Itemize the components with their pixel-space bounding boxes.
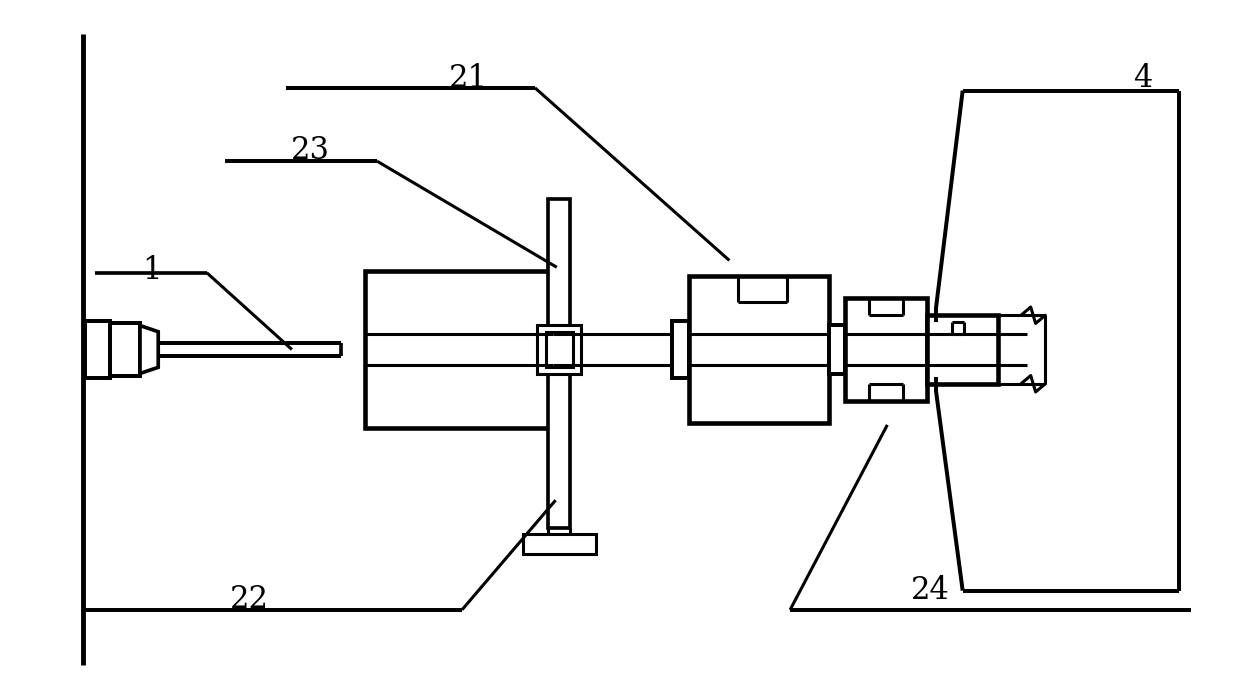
Bar [928,315,998,384]
Bar [546,332,573,367]
Bar [689,276,830,423]
Text: 21: 21 [449,64,487,94]
Text: 22: 22 [229,584,269,615]
Bar [830,325,844,374]
Text: 24: 24 [910,575,950,606]
Text: 4: 4 [1133,64,1152,94]
Bar [537,325,582,374]
Text: 1: 1 [143,255,162,286]
Polygon shape [140,326,159,373]
Bar [523,535,595,554]
Bar [109,324,140,375]
Bar [672,322,689,377]
Bar [548,199,570,528]
Bar [86,321,109,378]
Bar [365,271,553,428]
Text: 23: 23 [290,136,330,166]
Bar [844,298,928,401]
